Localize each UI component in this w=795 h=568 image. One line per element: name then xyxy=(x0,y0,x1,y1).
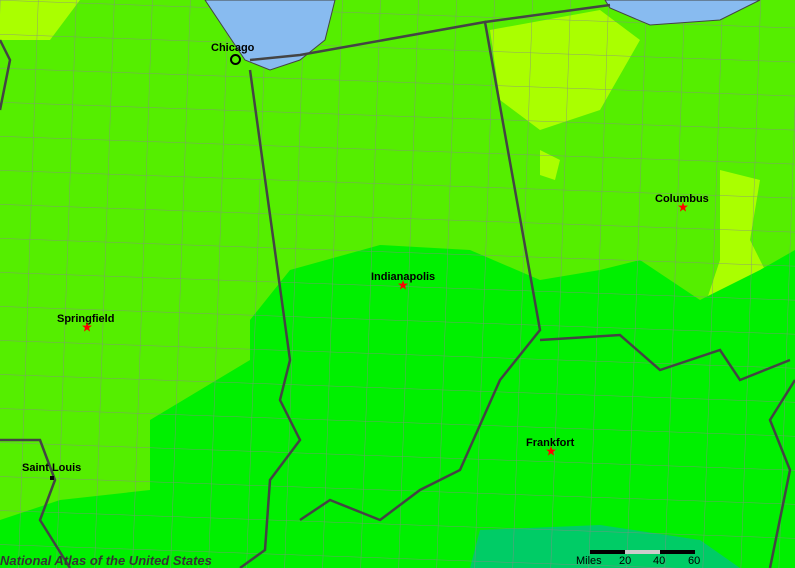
city-dot-icon xyxy=(50,476,54,480)
city-label-columbus: Columbus xyxy=(655,193,709,205)
state-borders xyxy=(0,3,795,568)
scale-bar xyxy=(590,550,695,554)
city-label-chicago: Chicago xyxy=(211,42,255,54)
city-label-saint-louis: Saint Louis xyxy=(22,462,82,474)
lake-michigan xyxy=(204,0,336,71)
scale-tick: 40 xyxy=(653,555,666,567)
credit-text: National Atlas of the United States xyxy=(0,553,212,568)
capital-star-icon xyxy=(82,322,92,332)
capital-star-icon xyxy=(398,280,408,290)
capital-star-icon xyxy=(546,446,556,456)
scale-tick: 60 xyxy=(688,555,701,567)
city-label-frankfort: Frankfort xyxy=(526,437,575,449)
city-label-indianapolis: Indianapolis xyxy=(371,271,436,283)
scale-tick: 20 xyxy=(619,555,632,567)
city-circle-icon xyxy=(230,54,241,65)
city-label-springfield: Springfield xyxy=(57,313,115,325)
lake-erie xyxy=(604,0,761,26)
capital-star-icon xyxy=(678,202,688,212)
scale-unit: Miles xyxy=(576,555,602,567)
